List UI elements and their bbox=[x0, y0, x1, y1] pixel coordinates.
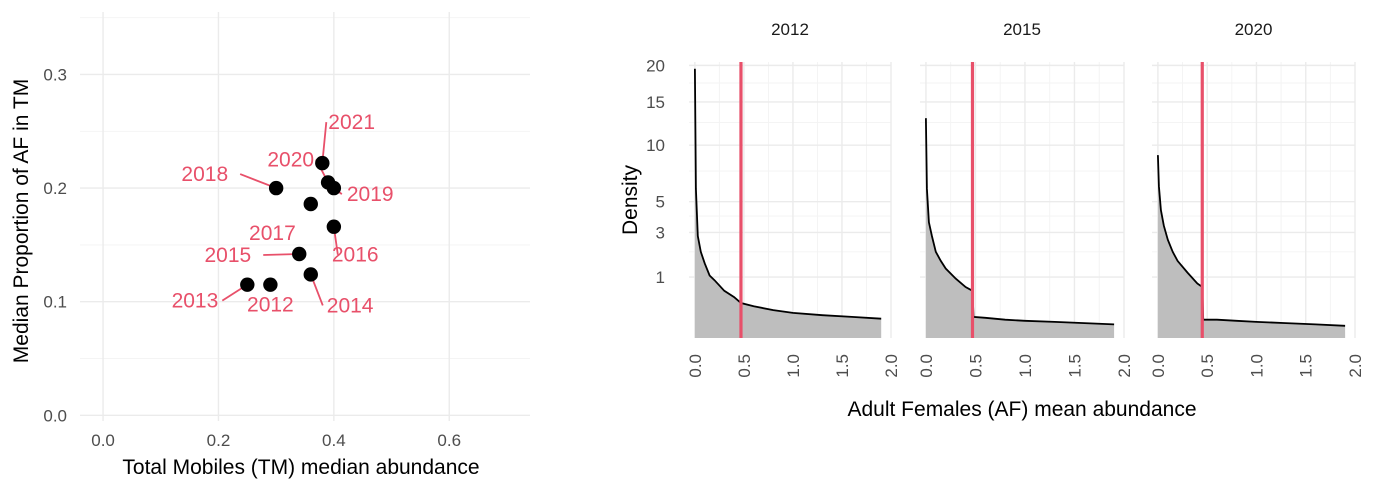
facet-title: 2015 bbox=[1003, 20, 1041, 39]
y-tick-label: 10 bbox=[646, 136, 665, 155]
density-line bbox=[925, 118, 1115, 326]
x-tick-label: 1.0 bbox=[784, 354, 803, 378]
facet-title: 2012 bbox=[771, 20, 809, 39]
scatter-gridlines bbox=[80, 12, 530, 421]
density-line bbox=[1157, 155, 1346, 327]
y-tick-label: 0.3 bbox=[43, 65, 67, 84]
scatter-x-axis-title: Total Mobiles (TM) median abundance bbox=[122, 456, 479, 479]
x-tick-label: 0.0 bbox=[686, 354, 705, 378]
facet-panel-2015: 2015 0.0 0.5 1.0 1.5 2.0 bbox=[917, 20, 1134, 378]
facet-panel-2012: 2012 0.0 0.5 1.0 1.5 2.0 bbox=[686, 20, 901, 378]
y-tick-label: 3 bbox=[656, 223, 665, 242]
point-label: 2020 bbox=[267, 148, 314, 171]
y-tick-label: 15 bbox=[646, 93, 665, 112]
point-label: 2021 bbox=[328, 111, 375, 134]
scatter-panel: 2012 2013 2014 2015 2016 2017 2018 2019 2020 2021… bbox=[10, 12, 530, 479]
facet-panel-2020: 2020 0.0 0.5 1.0 1.5 2.0 bbox=[1149, 20, 1365, 378]
density-y-axis-title: Density bbox=[619, 164, 642, 235]
point-label: 2018 bbox=[181, 163, 228, 186]
y-tick-label: 1 bbox=[656, 268, 665, 287]
x-tick-label: 0.6 bbox=[437, 431, 461, 450]
x-tick-label: 2.0 bbox=[1115, 354, 1134, 378]
point-label: 2013 bbox=[172, 290, 219, 313]
facet-title: 2020 bbox=[1235, 20, 1273, 39]
x-tick-label: 2.0 bbox=[1346, 354, 1365, 378]
x-tick-label: 0.0 bbox=[91, 431, 115, 450]
data-point bbox=[315, 155, 330, 171]
x-tick-label: 1.5 bbox=[833, 354, 852, 378]
y-tick-label: 0.0 bbox=[43, 406, 67, 425]
scatter-y-tick-labels: 0.0 0.1 0.2 0.3 bbox=[43, 65, 67, 425]
x-tick-label: 0.0 bbox=[1149, 354, 1168, 378]
y-tick-label: 0.1 bbox=[43, 293, 67, 312]
x-tick-label: 0.5 bbox=[1198, 354, 1217, 378]
scatter-x-tick-labels: 0.0 0.2 0.4 0.6 bbox=[91, 431, 461, 450]
point-label: 2017 bbox=[249, 222, 296, 245]
x-tick-label: 0.2 bbox=[207, 431, 231, 450]
scatter-y-axis-title: Median Proportion of AF in TM bbox=[10, 79, 33, 363]
x-tick-label: 0.4 bbox=[322, 431, 346, 450]
density-area bbox=[1157, 155, 1346, 338]
point-label: 2019 bbox=[347, 183, 394, 206]
data-point bbox=[292, 246, 307, 262]
data-point bbox=[320, 175, 336, 190]
density-line bbox=[694, 68, 882, 320]
data-point bbox=[326, 219, 342, 234]
data-point bbox=[303, 196, 318, 212]
density-y-tick-labels: 1 3 5 10 15 20 bbox=[646, 56, 665, 287]
x-tick-label: 1.0 bbox=[1247, 354, 1266, 378]
data-point bbox=[240, 277, 255, 292]
density-area bbox=[925, 118, 1115, 338]
x-tick-label: 1.5 bbox=[1065, 354, 1084, 378]
scatter-points: 2012 2013 2014 2015 2016 2017 2018 2019 2020 2021 bbox=[172, 111, 394, 317]
point-label: 2015 bbox=[205, 244, 252, 267]
density-area bbox=[694, 68, 882, 339]
x-tick-label: 1.0 bbox=[1016, 354, 1035, 378]
y-tick-label: 0.2 bbox=[43, 179, 67, 198]
x-tick-label: 0.5 bbox=[966, 354, 985, 378]
point-label: 2014 bbox=[327, 294, 374, 317]
data-point bbox=[268, 180, 284, 196]
point-label: 2012 bbox=[247, 294, 294, 317]
y-tick-label: 5 bbox=[656, 193, 665, 212]
data-point bbox=[303, 267, 318, 282]
x-tick-label: 2.0 bbox=[882, 354, 901, 378]
x-tick-label: 0.0 bbox=[917, 354, 936, 378]
y-tick-label: 20 bbox=[646, 56, 665, 75]
density-x-axis-title: Adult Females (AF) mean abundance bbox=[847, 398, 1196, 421]
x-tick-label: 1.5 bbox=[1297, 354, 1316, 378]
point-label: 2016 bbox=[332, 244, 379, 267]
data-point bbox=[263, 277, 278, 292]
x-tick-label: 0.5 bbox=[735, 354, 754, 378]
